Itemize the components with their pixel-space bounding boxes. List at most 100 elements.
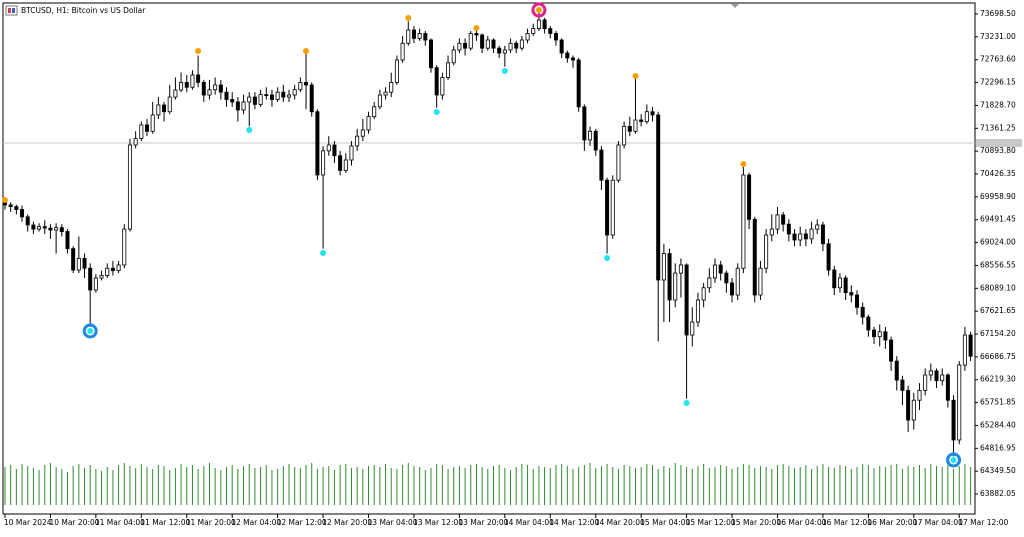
candle-body <box>497 47 502 54</box>
candle-body <box>258 94 263 105</box>
signal-dot <box>604 254 611 261</box>
candle-body <box>292 89 297 96</box>
candle-body <box>786 223 791 235</box>
y-tick-label: 71361.25 <box>980 123 1016 132</box>
signal-dot <box>740 161 747 168</box>
signal-dot <box>535 7 542 14</box>
candle-body <box>275 91 280 100</box>
symbol-icon <box>5 5 18 16</box>
candle-body <box>542 19 547 29</box>
candle-body <box>286 94 291 98</box>
candle-body <box>383 91 388 96</box>
y-tick-label: 70893.80 <box>980 146 1016 155</box>
candle-body <box>207 89 212 96</box>
x-tick-label: 13 Mar 04:00 <box>368 518 418 527</box>
candle-body <box>355 135 360 147</box>
candle-body <box>31 224 36 230</box>
candle-body <box>99 275 104 279</box>
y-tick-label: 64349.50 <box>980 466 1016 475</box>
candle-body <box>855 294 860 308</box>
candle-body <box>622 125 627 146</box>
x-tick-label: 13 Mar 20:00 <box>458 518 508 527</box>
candle-body <box>758 267 763 296</box>
y-tick-label: 69491.45 <box>980 215 1016 224</box>
candle-body <box>565 52 570 59</box>
candle-body <box>718 264 723 274</box>
candle-body <box>349 145 354 161</box>
candle-body <box>889 339 894 362</box>
y-tick-label: 69024.00 <box>980 238 1016 247</box>
plot-frame <box>2 2 976 515</box>
candle-body <box>88 267 93 291</box>
signal-dot <box>2 196 8 203</box>
candle-body <box>252 96 257 105</box>
candle-body <box>8 204 13 207</box>
candle-body <box>957 364 962 441</box>
y-tick-label: 67154.20 <box>980 329 1016 338</box>
candle-body <box>559 39 564 54</box>
candle-body <box>661 253 666 281</box>
candle-body <box>502 49 507 54</box>
candle-body <box>65 231 70 250</box>
candle-body <box>315 111 320 176</box>
y-tick-label: 68556.55 <box>980 260 1016 269</box>
y-tick-label: 64816.95 <box>980 443 1016 452</box>
x-tick-label: 11 Mar 04:00 <box>95 518 145 527</box>
x-tick-label: 12 Mar 04:00 <box>231 518 281 527</box>
candle-body <box>673 272 678 301</box>
candle-body <box>945 374 950 401</box>
candle-body <box>110 267 115 272</box>
candle-body <box>71 248 76 271</box>
candle-body <box>332 144 337 157</box>
candle-body <box>298 81 303 91</box>
candle-body <box>508 42 513 51</box>
candle-body <box>360 129 365 137</box>
x-tick-label: 17 Mar 12:00 <box>958 518 1008 527</box>
candle-body <box>428 39 433 69</box>
candle-body <box>724 272 729 284</box>
candle-body <box>531 28 536 34</box>
candle-body <box>366 116 371 131</box>
signal-dot <box>501 67 508 74</box>
candle-body <box>798 233 803 241</box>
signal-dot <box>195 47 202 54</box>
signal-ring <box>82 323 98 339</box>
candle-body <box>247 96 252 103</box>
candle-body <box>593 130 598 151</box>
signal-dot <box>433 108 440 115</box>
y-tick-label: 73231.00 <box>980 32 1016 41</box>
candle-body <box>326 144 331 152</box>
shift-marker <box>731 4 739 8</box>
candle-body <box>809 228 814 240</box>
candle-body <box>860 306 865 318</box>
candle-body <box>695 299 700 323</box>
candle-body <box>133 138 138 146</box>
candle-body <box>423 33 428 41</box>
candle-body <box>54 227 59 231</box>
candle-body <box>281 91 286 98</box>
candle-body <box>485 39 490 49</box>
candle-body <box>48 227 53 231</box>
x-tick-label: 16 Mar 20:00 <box>867 518 917 527</box>
candle-body <box>218 84 223 93</box>
candle-body <box>883 331 888 341</box>
candle-body <box>815 224 820 230</box>
candle-body <box>894 360 899 381</box>
candle-body <box>463 42 468 49</box>
candle-body <box>968 334 973 357</box>
candle-body <box>457 42 462 51</box>
candle-body <box>548 28 553 34</box>
candle-body <box>917 390 922 401</box>
candle-body <box>116 264 121 272</box>
x-tick-label: 15 Mar 12:00 <box>686 518 736 527</box>
candle-body <box>730 282 735 296</box>
signal-dot <box>320 249 327 256</box>
candle-body <box>906 390 911 421</box>
candle-body <box>866 316 871 331</box>
candle-body <box>610 179 615 236</box>
candle-body <box>201 81 206 96</box>
candle-body <box>803 233 808 240</box>
candle-body <box>792 233 797 241</box>
y-tick-label: 65284.40 <box>980 420 1016 429</box>
x-tick-label: 11 Mar 20:00 <box>186 518 236 527</box>
